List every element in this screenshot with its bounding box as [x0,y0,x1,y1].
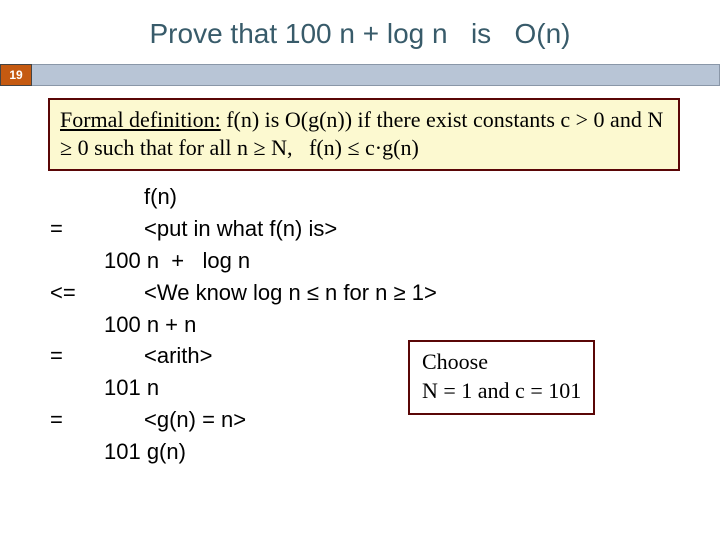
proof-row: 100 n + n [48,309,720,341]
header-stripe [32,64,720,86]
proof-row: 100 n + log n [48,245,720,277]
choose-line1: Choose [422,348,581,377]
proof-op [48,181,104,213]
proof-op [48,436,104,468]
proof-op: <= [48,277,104,309]
proof-op [48,372,104,404]
proof-row: =<put in what f(n) is> [48,213,720,245]
proof-text: 101 g(n) [104,436,720,468]
proof-text: <put in what f(n) is> [104,213,720,245]
badge-row: 19 [0,64,720,86]
definition-box: Formal definition: f(n) is O(g(n)) if th… [48,98,680,171]
proof-op: = [48,340,104,372]
proof-op: = [48,213,104,245]
proof-row: f(n) [48,181,720,213]
proof-op: = [48,404,104,436]
proof-row: 101 g(n) [48,436,720,468]
definition-label: Formal definition: [60,107,221,132]
proof-text: 100 n + log n [104,245,720,277]
slide-number-badge: 19 [0,64,32,86]
slide-title: Prove that 100 n + log n is O(n) [0,0,720,64]
proof-row: 101 n [48,372,720,404]
choose-line2: N = 1 and c = 101 [422,377,581,406]
proof-row: =<arith> [48,340,720,372]
proof-text: 100 n + n [104,309,720,341]
proof-op [48,309,104,341]
proof-row: =<g(n) = n> [48,404,720,436]
proof-text: f(n) [104,181,720,213]
proof-block: f(n)=<put in what f(n) is>100 n + log n<… [48,181,720,468]
choose-box: Choose N = 1 and c = 101 [408,340,595,415]
proof-text: <We know log n ≤ n for n ≥ 1> [104,277,720,309]
proof-op [48,245,104,277]
proof-row: <=<We know log n ≤ n for n ≥ 1> [48,277,720,309]
